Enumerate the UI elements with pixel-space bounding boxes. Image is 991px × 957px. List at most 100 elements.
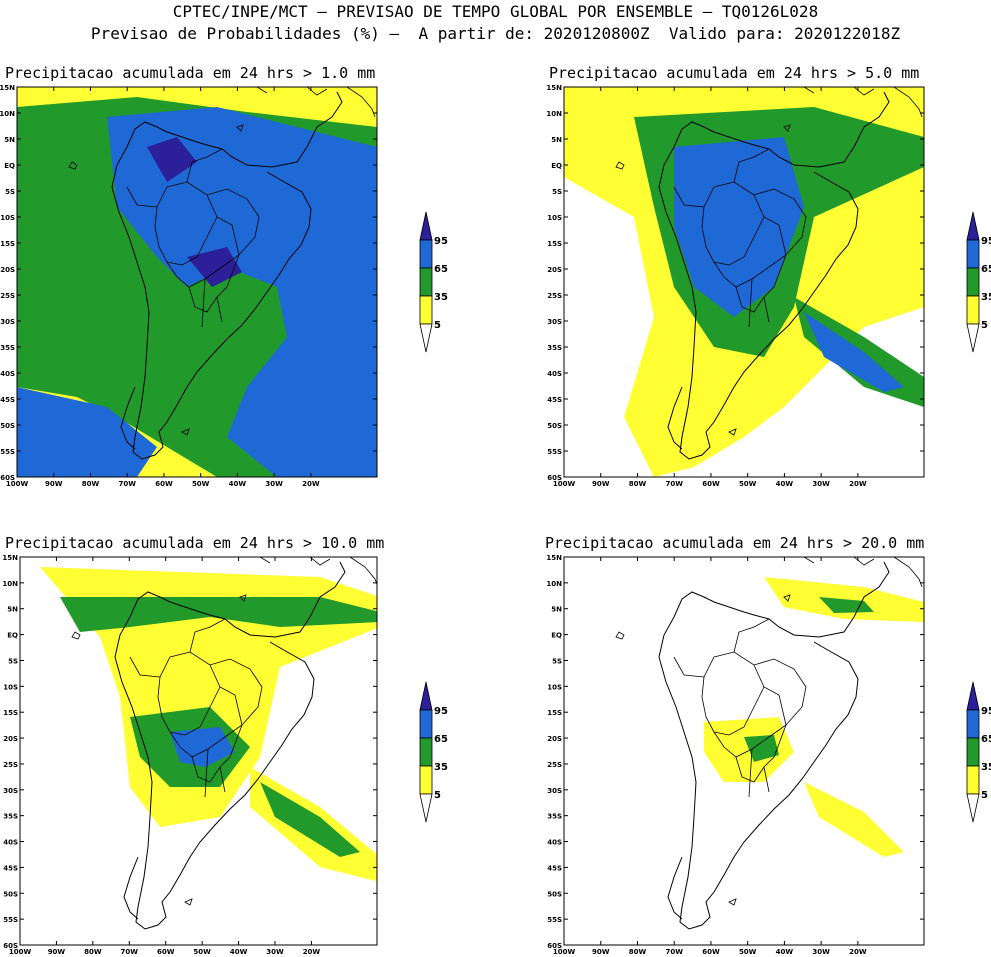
lon-tick-label: 70W <box>121 948 139 956</box>
lat-tick-label: 45S <box>0 396 15 404</box>
lon-tick-label: 30W <box>266 948 284 956</box>
lat-tick-label: 5N <box>7 606 18 614</box>
lon-tick-label: 30W <box>812 948 830 956</box>
lat-tick-label: 45S <box>3 864 18 872</box>
lon-tick-label: 40W <box>776 480 794 488</box>
lat-tick-label: 40S <box>3 839 18 847</box>
lat-tick-label: EQ <box>551 632 562 640</box>
legend-label: 95 <box>434 236 448 247</box>
lon-tick-label: 60W <box>155 480 173 488</box>
lat-tick-label: 40S <box>547 370 562 378</box>
lon-tick-label: 20W <box>849 480 867 488</box>
lat-tick-label: 5S <box>8 657 18 665</box>
lat-tick-label: 30S <box>0 318 15 326</box>
lat-tick-label: 25S <box>547 761 562 769</box>
legend-label: 35 <box>981 292 991 303</box>
lat-tick-label: 15S <box>547 240 562 248</box>
legend-label: 95 <box>981 236 991 247</box>
lon-tick-label: 60W <box>702 948 720 956</box>
lat-tick-label: 35S <box>3 813 18 821</box>
lat-tick-label: 10N <box>546 580 562 588</box>
panel-4-map: 15N 10N 5N EQ 5S 10S 15S 20S 25S 30S 35S 40S 45S 50S 5… <box>546 554 925 956</box>
lat-tick-label: 25S <box>3 761 18 769</box>
panel-4-legend: 95 65 35 5 <box>966 681 991 823</box>
lon-tick-label: 50W <box>739 480 757 488</box>
lat-tick-label: 10S <box>0 214 15 222</box>
lat-tick-label: 35S <box>0 344 15 352</box>
legend-label: 95 <box>981 706 991 717</box>
lat-tick-label: 10S <box>547 683 562 691</box>
lon-tick-label: 80W <box>629 948 647 956</box>
lat-tick-label: 20S <box>547 266 562 274</box>
lat-tick-label: 15S <box>0 240 15 248</box>
lat-tick-label: 50S <box>3 890 18 898</box>
lon-tick-label: 40W <box>776 948 794 956</box>
lon-tick-label: 60W <box>157 948 175 956</box>
panel-2-probability-field <box>564 87 924 477</box>
lat-tick-label: 30S <box>547 787 562 795</box>
lat-tick-label: EQ <box>7 632 18 640</box>
legend-label: 35 <box>981 762 991 773</box>
panel-2-legend: 95 65 35 5 <box>966 211 991 353</box>
legend-label: 35 <box>434 762 448 773</box>
lat-tick-label: EQ <box>4 162 15 170</box>
lat-tick-label: 15N <box>546 554 562 562</box>
lat-tick-label: 50S <box>547 422 562 430</box>
lat-tick-label: 30S <box>3 787 18 795</box>
lon-tick-label: 20W <box>303 948 321 956</box>
lat-tick-label: 10N <box>2 580 18 588</box>
figure-title-line1: CPTEC/INPE/MCT – PREVISAO DE TEMPO GLOBA… <box>172 2 819 21</box>
lat-tick-label: 5S <box>552 657 562 665</box>
lat-tick-label: 15S <box>547 709 562 717</box>
lon-tick-label: 20W <box>302 480 320 488</box>
lon-tick-label: 90W <box>592 480 610 488</box>
panel-1-map: 15N 10N 5N EQ 5S 10S 15S 20S 25S 30S 35S 40S 45S 50S 5… <box>0 84 378 488</box>
lon-tick-label: 70W <box>665 480 683 488</box>
lat-tick-label: 5S <box>552 188 562 196</box>
panel-2-map: 15N 10N 5N EQ 5S 10S 15S 20S 25S 30S 35S 40S 45S 50S 5… <box>546 84 925 488</box>
lon-tick-label: 100W <box>6 480 29 488</box>
lat-tick-label: 55S <box>547 916 562 924</box>
lon-tick-label: 30W <box>265 480 283 488</box>
legend-label: 65 <box>981 734 991 745</box>
lat-tick-label: 5N <box>551 606 562 614</box>
lat-tick-label: 55S <box>0 448 15 456</box>
legend-label: 5 <box>434 320 441 331</box>
legend-label: 65 <box>434 264 448 275</box>
panel-2-title: Precipitacao acumulada em 24 hrs > 5.0 m… <box>549 64 920 82</box>
lon-tick-label: 60W <box>702 480 720 488</box>
panel-1-probability-field <box>17 87 377 477</box>
lat-tick-label: 20S <box>547 735 562 743</box>
lat-tick-label: 5N <box>551 136 562 144</box>
panel-3-map: 15N 10N 5N EQ 5S 10S 15S 20S 25S 30S 35S 40S 45S 50S 5… <box>2 554 378 956</box>
panel-2-frame <box>563 86 925 478</box>
lat-tick-label: 60S <box>0 474 15 482</box>
lat-tick-label: 60S <box>547 942 562 950</box>
lat-tick-label: 20S <box>0 266 15 274</box>
lat-tick-label: 30S <box>547 318 562 326</box>
lon-tick-label: 20W <box>849 948 867 956</box>
lat-tick-label: 45S <box>547 396 562 404</box>
lat-tick-label: 10N <box>546 110 562 118</box>
panel-1-title: Precipitacao acumulada em 24 hrs > 1.0 m… <box>5 64 376 82</box>
lat-tick-label: 35S <box>547 813 562 821</box>
lat-tick-label: 40S <box>0 370 15 378</box>
lon-tick-label: 90W <box>592 948 610 956</box>
lon-tick-label: 70W <box>665 948 683 956</box>
lat-tick-label: 50S <box>547 890 562 898</box>
lat-tick-label: 60S <box>547 474 562 482</box>
lat-tick-label: 5N <box>4 136 15 144</box>
lon-tick-label: 50W <box>192 480 210 488</box>
panel-1-legend: 95 65 35 5 <box>419 211 448 353</box>
legend-label: 5 <box>434 790 441 801</box>
panel-3-frame <box>19 556 378 946</box>
lon-tick-label: 40W <box>229 480 247 488</box>
panel-1-frame <box>16 86 378 478</box>
lon-tick-label: 50W <box>193 948 211 956</box>
lon-tick-label: 70W <box>118 480 136 488</box>
lat-tick-label: 35S <box>547 344 562 352</box>
lat-tick-label: 50S <box>0 422 15 430</box>
lat-tick-label: 15N <box>2 554 18 562</box>
lat-tick-label: 20S <box>3 735 18 743</box>
lat-tick-label: 15S <box>3 709 18 717</box>
